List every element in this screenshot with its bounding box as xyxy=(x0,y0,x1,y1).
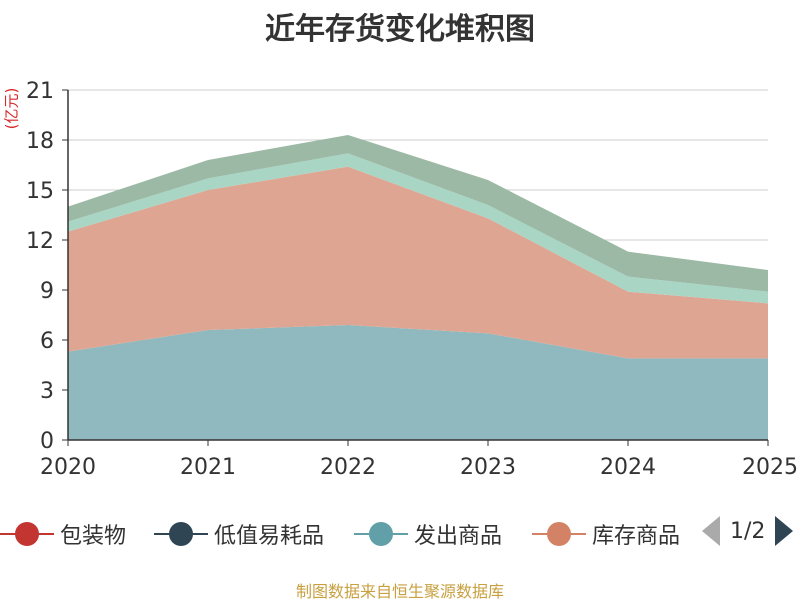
legend: 包装物 低值易耗品 发出商品 库存商品 xyxy=(0,514,800,554)
legend-pager: 1/2 xyxy=(702,516,794,546)
y-tick-label: 6 xyxy=(40,329,54,354)
area-series-0 xyxy=(68,325,768,440)
legend-marker-icon xyxy=(0,522,54,546)
page-indicator: 1/2 xyxy=(730,518,766,544)
data-source-note: 制图数据来自恒生聚源数据库 xyxy=(295,582,504,601)
legend-marker-icon xyxy=(154,522,208,546)
legend-item-1[interactable]: 低值易耗品 xyxy=(154,514,324,554)
legend-marker-icon xyxy=(532,522,586,546)
next-page-icon[interactable] xyxy=(775,516,794,546)
x-tick-label: 2025 xyxy=(742,455,798,480)
x-tick-label: 2023 xyxy=(460,455,516,480)
x-tick-label: 2021 xyxy=(180,455,236,480)
y-tick-label: 3 xyxy=(40,379,54,404)
y-tick-label: 18 xyxy=(26,129,54,154)
legend-item-2[interactable]: 发出商品 xyxy=(354,514,502,554)
y-tick-label: 21 xyxy=(26,79,54,104)
y-tick-label: 9 xyxy=(40,279,54,304)
legend-label: 包装物 xyxy=(60,524,127,549)
legend-label: 库存商品 xyxy=(592,524,681,549)
legend-label: 发出商品 xyxy=(414,524,503,549)
area-series-2 xyxy=(68,153,768,304)
legend-item-0[interactable]: 包装物 xyxy=(0,514,126,554)
legend-item-3[interactable]: 库存商品 xyxy=(532,514,684,554)
x-tick-label: 2022 xyxy=(320,455,376,480)
legend-marker-icon xyxy=(354,522,408,546)
chart-title: 近年存货变化堆积图 xyxy=(265,12,535,47)
area-series-3 xyxy=(68,135,768,292)
x-tick-label: 2020 xyxy=(40,455,96,480)
axes: 0 3 6 9 12 15 18 21 2020 2021 2022 2023 2024 2025 xyxy=(26,79,798,480)
area-series xyxy=(68,135,768,440)
prev-page-icon[interactable] xyxy=(702,516,720,546)
y-tick-label: 15 xyxy=(26,179,54,204)
legend-label: 低值易耗品 xyxy=(214,524,325,549)
x-tick-label: 2024 xyxy=(600,455,656,480)
area-series-1 xyxy=(68,166,768,359)
y-tick-label: 0 xyxy=(40,429,54,454)
y-tick-label: 12 xyxy=(26,229,54,254)
